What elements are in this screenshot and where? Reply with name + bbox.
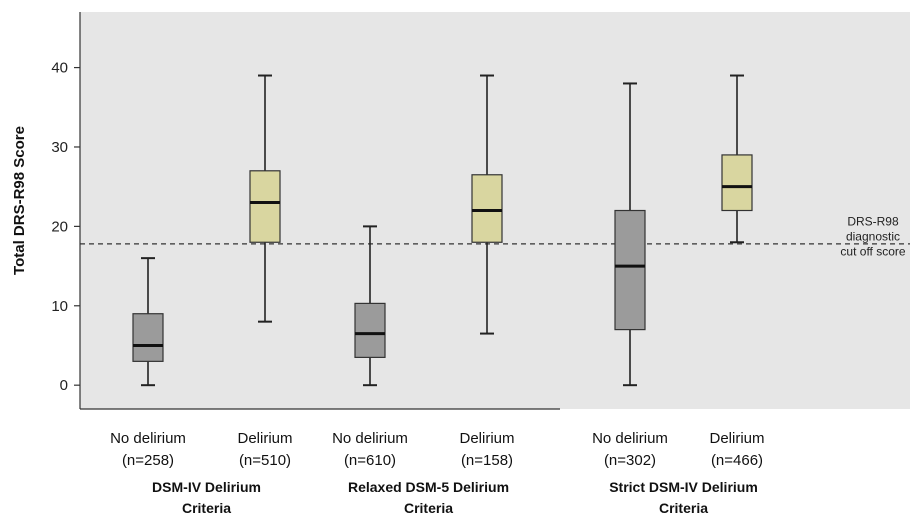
- y-tick-label: 40: [51, 60, 68, 77]
- category-label: No delirium: [332, 430, 408, 447]
- box-delirium: [249, 170, 281, 243]
- y-tick-label: 30: [51, 139, 68, 156]
- box-no_delirium: [132, 313, 164, 362]
- category-label: No delirium: [110, 430, 186, 447]
- box-delirium: [721, 154, 753, 212]
- category-label: (n=610): [344, 452, 396, 469]
- group-label: Criteria: [659, 500, 708, 516]
- box-no_delirium: [614, 209, 646, 331]
- box-no_delirium: [354, 302, 386, 358]
- y-tick-label: 10: [51, 298, 68, 315]
- group-label: Criteria: [404, 500, 453, 516]
- cutoff-label: diagnostic: [846, 229, 900, 243]
- category-label: (n=510): [239, 452, 291, 469]
- group-label: Criteria: [182, 500, 231, 516]
- cutoff-label: DRS-R98: [847, 214, 899, 228]
- category-label: (n=302): [604, 452, 656, 469]
- category-label: (n=466): [711, 452, 763, 469]
- category-label: (n=158): [461, 452, 513, 469]
- box-delirium: [471, 174, 503, 243]
- y-tick-label: 20: [51, 218, 68, 235]
- category-label: Delirium: [237, 430, 292, 447]
- category-label: (n=258): [122, 452, 174, 469]
- category-label: Delirium: [459, 430, 514, 447]
- y-tick-label: 0: [60, 377, 68, 394]
- y-axis-title: Total DRS-R98 Score: [11, 126, 28, 275]
- group-label: Strict DSM-IV Delirium: [609, 479, 758, 495]
- group-label: Relaxed DSM-5 Delirium: [348, 479, 509, 495]
- group-label: DSM-IV Delirium: [152, 479, 261, 495]
- category-label: Delirium: [709, 430, 764, 447]
- cutoff-label: cut off score: [840, 244, 905, 258]
- category-label: No delirium: [592, 430, 668, 447]
